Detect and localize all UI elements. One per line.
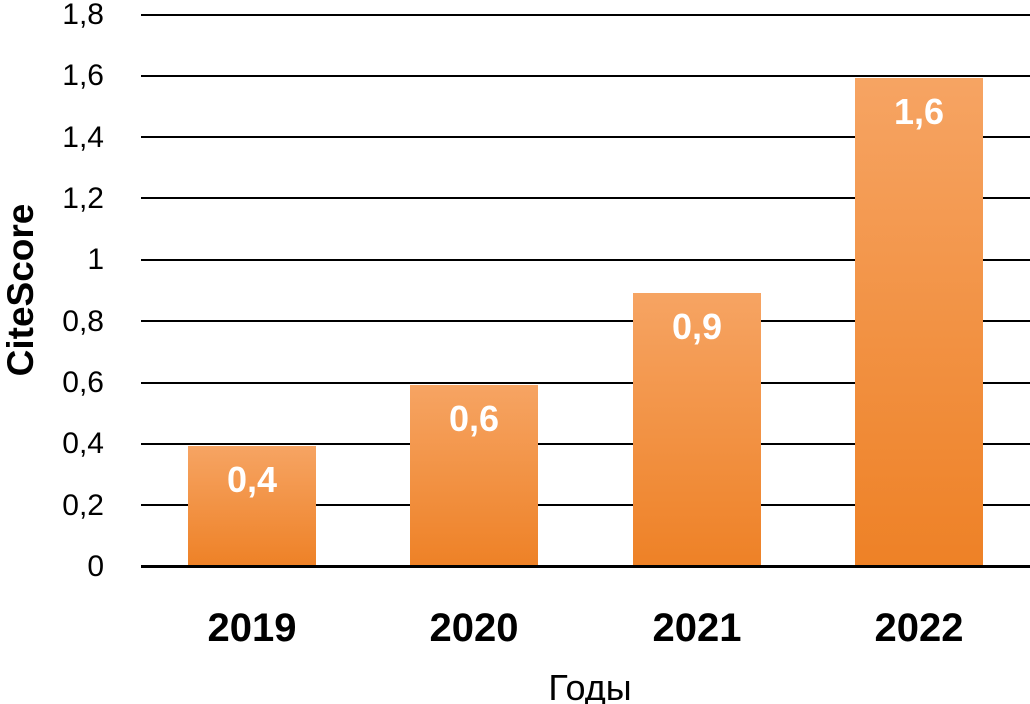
bar-2021: 0,9 (633, 293, 761, 567)
x-axis-line (141, 565, 1030, 568)
bar-value-label: 0,9 (671, 306, 723, 347)
gridline (141, 504, 1030, 506)
gridline (141, 197, 1030, 199)
y-tick-label: 1,2 (62, 182, 104, 215)
gridline (141, 382, 1030, 384)
y-tick-label: 1,4 (62, 121, 104, 154)
y-tick-label: 0,6 (62, 366, 104, 399)
y-tick-label: 0 (87, 550, 104, 583)
y-tick-label: 1,8 (62, 0, 104, 31)
gridline (141, 75, 1030, 77)
y-tick-label: 1 (87, 243, 104, 276)
gridline (141, 259, 1030, 261)
bar-value-label: 0,4 (226, 459, 278, 500)
bar-2019: 0,4 (188, 446, 316, 567)
x-tick-label-2021: 2021 (652, 606, 742, 650)
y-tick-label: 0,2 (62, 489, 104, 522)
x-axis-title: Годы (548, 667, 632, 704)
bar-value-label: 1,6 (893, 91, 945, 132)
y-axis-title: CiteScore (0, 203, 41, 377)
x-tick-label-2020: 2020 (429, 606, 519, 650)
y-tick-label: 0,4 (62, 427, 104, 460)
gridline (141, 443, 1030, 445)
gridline (141, 14, 1030, 16)
x-tick-label-2019: 2019 (207, 606, 297, 650)
gridline (141, 320, 1030, 322)
gridline (141, 136, 1030, 138)
y-tick-label: 0,8 (62, 305, 104, 338)
bar-value-label: 0,6 (448, 398, 500, 439)
bar-2022: 1,6 (855, 78, 983, 567)
x-tick-label-2022: 2022 (874, 606, 964, 650)
y-tick-label: 1,6 (62, 59, 104, 92)
bar-2020: 0,6 (410, 385, 538, 567)
